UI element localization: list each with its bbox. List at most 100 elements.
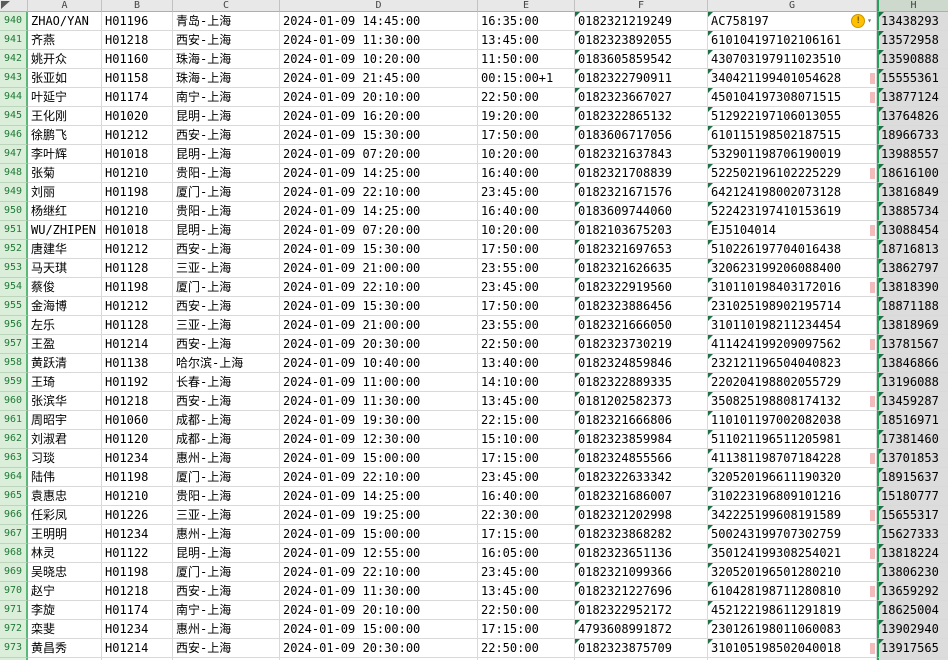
cell-phone[interactable]: 13877124 <box>877 88 948 107</box>
cell-phone[interactable]: 13818224 <box>877 544 948 563</box>
cell-route[interactable]: 西安-上海 <box>173 31 280 50</box>
row-header-953[interactable]: 953 <box>0 259 28 278</box>
cell-phone[interactable]: 18516971 <box>877 411 948 430</box>
cell-depart-time[interactable]: 2024-01-09 12:55:00 <box>280 544 478 563</box>
cell-arrive-time[interactable]: 23:45:00 <box>478 278 575 297</box>
cell-depart-time[interactable]: 2024-01-09 11:30:00 <box>280 392 478 411</box>
cell-ticket-no[interactable]: 0182321671576 <box>575 183 708 202</box>
cell-ticket-no[interactable]: 0182322952172 <box>575 601 708 620</box>
cell-id-no[interactable]: 610428198711280810 <box>708 582 877 601</box>
cell-ticket-no[interactable]: 0182322865132 <box>575 107 708 126</box>
row-header-970[interactable]: 970 <box>0 582 28 601</box>
cell-depart-time[interactable]: 2024-01-09 22:10:00 <box>280 278 478 297</box>
cell-passenger-name[interactable]: 叶延宁 <box>28 88 102 107</box>
cell-arrive-time[interactable]: 17:15:00 <box>478 620 575 639</box>
cell-id-no[interactable]: 452122198611291819 <box>708 601 877 620</box>
row-header-961[interactable]: 961 <box>0 411 28 430</box>
cell-passenger-name[interactable]: 左乐 <box>28 316 102 335</box>
cell-phone[interactable]: 13862797 <box>877 259 948 278</box>
cell-route[interactable]: 成都-上海 <box>173 430 280 449</box>
row-header-972[interactable]: 972 <box>0 620 28 639</box>
cell-phone[interactable]: 13764826 <box>877 107 948 126</box>
cell-depart-time[interactable]: 2024-01-09 10:40:00 <box>280 354 478 373</box>
cell-phone[interactable]: 13988557 <box>877 145 948 164</box>
cell-arrive-time[interactable]: 10:20:00 <box>478 145 575 164</box>
cell-depart-time[interactable]: 2024-01-09 16:20:00 <box>280 107 478 126</box>
cell-route[interactable]: 长春-上海 <box>173 373 280 392</box>
cell-route[interactable]: 三亚-上海 <box>173 506 280 525</box>
cell-passenger-name[interactable]: 金海博 <box>28 297 102 316</box>
cell-depart-time[interactable]: 2024-01-09 22:10:00 <box>280 183 478 202</box>
cell-arrive-time[interactable]: 10:20:00 <box>478 221 575 240</box>
cell-depart-time[interactable]: 2024-01-09 12:30:00 <box>280 430 478 449</box>
cell-arrive-time[interactable]: 22:30:00 <box>478 506 575 525</box>
cell-ticket-no[interactable]: 0182321227696 <box>575 582 708 601</box>
cell-phone[interactable]: 18616100 <box>877 164 948 183</box>
cell-flight-no[interactable]: H01234 <box>102 620 173 639</box>
row-header-960[interactable]: 960 <box>0 392 28 411</box>
cell-flight-no[interactable]: H01210 <box>102 164 173 183</box>
cell-ticket-no[interactable]: 0182322889335 <box>575 373 708 392</box>
cell-ticket-no[interactable]: 0182103675203 <box>575 221 708 240</box>
cell-flight-no[interactable]: H01196 <box>102 12 173 31</box>
column-header-F[interactable]: F <box>575 0 708 12</box>
row-header-948[interactable]: 948 <box>0 164 28 183</box>
cell-ticket-no[interactable]: 0183605859542 <box>575 50 708 69</box>
cell-flight-no[interactable]: H01218 <box>102 31 173 50</box>
row-header-943[interactable]: 943 <box>0 69 28 88</box>
cell-ticket-no[interactable]: 4793608991872 <box>575 620 708 639</box>
cell-passenger-name[interactable]: 王盈 <box>28 335 102 354</box>
cell-arrive-time[interactable]: 22:50:00 <box>478 88 575 107</box>
cell-id-no[interactable]: 232121196504040823 <box>708 354 877 373</box>
cell-flight-no[interactable]: H01210 <box>102 202 173 221</box>
cell-phone[interactable]: 13818969 <box>877 316 948 335</box>
row-header-974[interactable]: 974 <box>0 658 28 660</box>
cell-route[interactable]: 南宁-上海 <box>173 88 280 107</box>
cell-arrive-time[interactable]: 22:50:00 <box>478 639 575 658</box>
cell-id-no[interactable]: 610115198502187515 <box>708 126 877 145</box>
cell-passenger-name[interactable]: 黄昌秀 <box>28 639 102 658</box>
cell-passenger-name[interactable]: 蔡俊 <box>28 278 102 297</box>
row-header-973[interactable]: 973 <box>0 639 28 658</box>
row-header-951[interactable]: 951 <box>0 221 28 240</box>
row-header-954[interactable]: 954 <box>0 278 28 297</box>
cell-arrive-time[interactable]: 22:50:00 <box>478 601 575 620</box>
cell-phone[interactable]: 18625004 <box>877 601 948 620</box>
cell-arrive-time[interactable]: 23:45:00 <box>478 468 575 487</box>
cell-phone[interactable]: 18716813 <box>877 240 948 259</box>
cell-arrive-time[interactable]: 23:45:00 <box>478 183 575 202</box>
cell-depart-time[interactable]: 2024-01-09 20:30:00 <box>280 639 478 658</box>
cell-flight-no[interactable]: H01128 <box>102 259 173 278</box>
cell-flight-no[interactable]: H01212 <box>102 297 173 316</box>
cell-id-no[interactable]: AC758197! ▾ <box>708 12 877 31</box>
cell-route[interactable]: 厦门-上海 <box>173 563 280 582</box>
cell-flight-no[interactable]: H01210 <box>102 487 173 506</box>
cell-flight-no[interactable]: H01218 <box>102 392 173 411</box>
cell-passenger-name[interactable]: 陆伟 <box>28 468 102 487</box>
cell-phone[interactable]: 13806230 <box>877 563 948 582</box>
cell-phone[interactable] <box>877 658 948 660</box>
cell-ticket-no[interactable]: 0182323892055 <box>575 31 708 50</box>
cell-id-no[interactable]: 511021196511205981 <box>708 430 877 449</box>
cell-route[interactable]: 昆明-上海 <box>173 221 280 240</box>
cell-depart-time[interactable]: 2024-01-09 10:20:00 <box>280 50 478 69</box>
cell-ticket-no[interactable]: 0182321219249 <box>575 12 708 31</box>
cell-ticket-no[interactable]: 0182321708839 <box>575 164 708 183</box>
cell-depart-time[interactable]: 2024-01-09 20:10:00 <box>280 88 478 107</box>
cell-arrive-time[interactable]: 17:50:00 <box>478 240 575 259</box>
cell-phone[interactable]: 13088454 <box>877 221 948 240</box>
cell-arrive-time[interactable]: 17:15:00 <box>478 449 575 468</box>
cell-passenger-name[interactable]: WU/ZHIPEN <box>28 221 102 240</box>
cell-route[interactable]: 昆明-上海 <box>173 107 280 126</box>
cell-phone[interactable]: 13917565 <box>877 639 948 658</box>
cell-depart-time[interactable]: 2024-01-09 11:30:00 <box>280 582 478 601</box>
row-header-971[interactable]: 971 <box>0 601 28 620</box>
cell-id-no[interactable]: 411381198707184228 <box>708 449 877 468</box>
cell-flight-no[interactable]: H01212 <box>102 240 173 259</box>
column-header-D[interactable]: D <box>280 0 478 12</box>
cell-phone[interactable]: 15555361 <box>877 69 948 88</box>
cell-route[interactable]: 昆明-上海 <box>173 544 280 563</box>
cell-depart-time[interactable]: 2024-01-09 15:00:00 <box>280 449 478 468</box>
cell-route[interactable]: 惠州-上海 <box>173 620 280 639</box>
cell-arrive-time[interactable]: 17:15:00 <box>478 525 575 544</box>
